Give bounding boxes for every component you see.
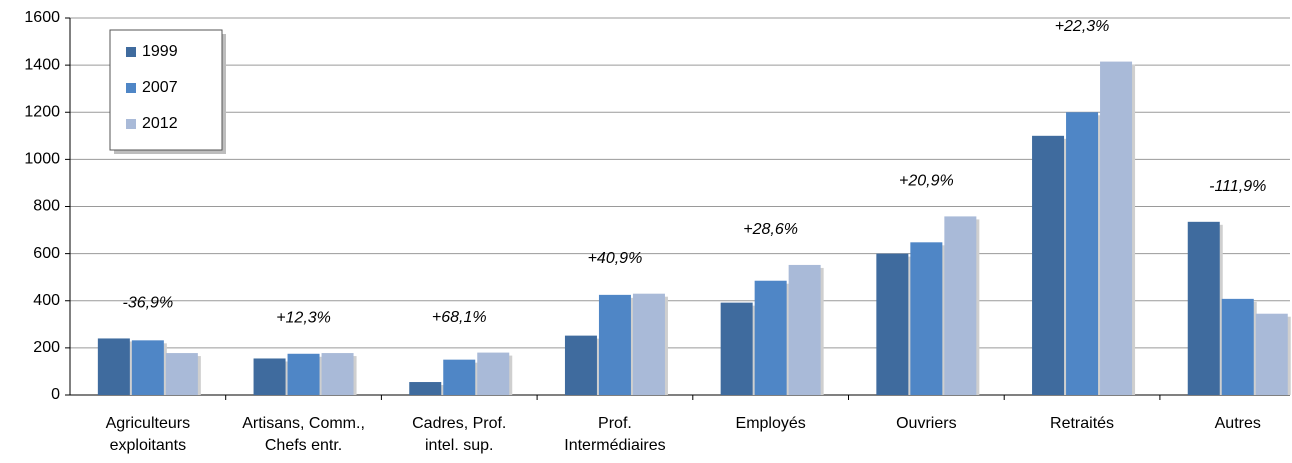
annotation: -111,9%	[1209, 178, 1266, 195]
y-tick-label: 200	[33, 339, 60, 356]
bar	[443, 359, 476, 395]
bar	[97, 338, 130, 395]
x-tick-label: intel. sup.	[425, 437, 493, 454]
bar	[165, 353, 198, 395]
x-tick-label: Cadres, Prof.	[412, 415, 506, 432]
y-tick-label: 0	[51, 386, 60, 403]
x-tick-label: Employés	[736, 415, 806, 432]
legend-swatch	[126, 83, 136, 93]
x-tick-label: Artisans, Comm.,	[242, 415, 365, 432]
y-tick-label: 1600	[24, 9, 60, 26]
bar	[131, 340, 164, 395]
x-tick-label: Prof.	[598, 415, 632, 432]
x-tick-label: Intermédiaires	[564, 437, 665, 454]
bar	[754, 280, 787, 395]
bar	[632, 293, 665, 395]
bar	[564, 335, 597, 395]
bar	[1255, 313, 1288, 395]
legend-label: 2007	[142, 79, 178, 96]
bar	[477, 352, 510, 395]
x-tick-label: Retraités	[1050, 415, 1114, 432]
x-tick-label: Autres	[1215, 415, 1261, 432]
bar	[598, 294, 631, 395]
x-tick-label: Ouvriers	[896, 415, 956, 432]
bar	[1100, 61, 1133, 395]
annotation: +20,9%	[899, 173, 954, 190]
y-tick-label: 1000	[24, 151, 60, 168]
annotation: +22,3%	[1055, 18, 1110, 35]
bar	[1187, 221, 1220, 395]
y-tick-label: 1400	[24, 56, 60, 73]
bar	[944, 216, 977, 395]
bar	[876, 253, 909, 395]
annotation: +28,6%	[743, 221, 798, 238]
annotation: -36,9%	[122, 295, 173, 312]
bar	[1066, 112, 1099, 395]
legend-swatch	[126, 47, 136, 57]
annotation: +68,1%	[432, 309, 487, 326]
y-tick-label: 600	[33, 245, 60, 262]
y-tick-label: 800	[33, 198, 60, 215]
bar	[720, 302, 753, 395]
annotation: +40,9%	[588, 250, 643, 267]
y-tick-label: 1200	[24, 103, 60, 120]
annotation: +12,3%	[276, 309, 331, 326]
bar	[1032, 135, 1065, 395]
bar	[1221, 298, 1254, 395]
x-tick-label: exploitants	[110, 437, 187, 454]
legend-label: 2012	[142, 115, 178, 132]
bar	[910, 242, 943, 395]
bar	[321, 353, 354, 395]
legend-swatch	[126, 119, 136, 129]
bar	[253, 358, 286, 395]
legend-label: 1999	[142, 43, 178, 60]
y-tick-label: 400	[33, 292, 60, 309]
x-tick-label: Agriculteurs	[106, 415, 190, 432]
bar	[788, 264, 821, 395]
x-tick-label: Chefs entr.	[265, 437, 342, 454]
bar	[409, 382, 442, 395]
bar	[287, 353, 320, 395]
